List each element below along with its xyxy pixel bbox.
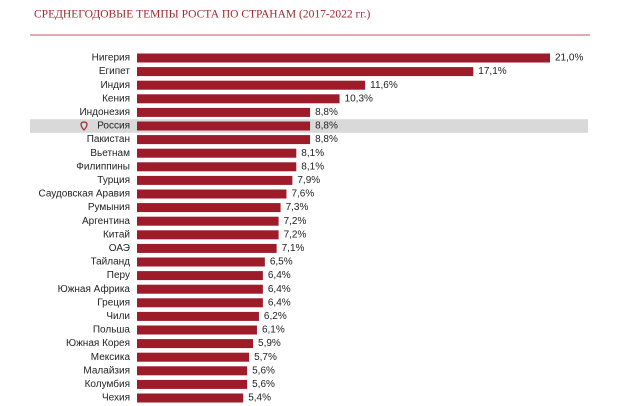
bar <box>137 203 281 213</box>
category-label: Кения <box>102 93 130 104</box>
bar <box>137 107 311 117</box>
category-label: Мексика <box>91 352 131 363</box>
category-label: Вьетнам <box>90 148 130 159</box>
bar <box>137 148 297 158</box>
category-label: Южная Корея <box>66 338 130 349</box>
category-label: Чехия <box>102 393 130 404</box>
category-label: Тайланд <box>90 257 130 268</box>
bar <box>137 339 254 349</box>
bar <box>137 393 244 403</box>
value-label: 21,0% <box>555 53 583 64</box>
location-pin <box>80 121 88 131</box>
category-label: Румыния <box>88 202 130 213</box>
value-label: 10,3% <box>345 93 373 104</box>
value-label: 6,1% <box>262 325 285 336</box>
chart-title: СРЕДНЕГОДОВЫЕ ТЕМПЫ РОСТА ПО СТРАНАМ (20… <box>34 9 371 21</box>
value-label: 5,7% <box>254 352 277 363</box>
category-label: Греция <box>97 297 130 308</box>
category-label: Саудовская Аравия <box>38 189 130 200</box>
value-label: 7,9% <box>297 175 320 186</box>
bar <box>137 67 474 77</box>
category-label: Чили <box>106 311 130 322</box>
bar <box>137 80 366 90</box>
bar <box>137 189 287 199</box>
value-label: 5,6% <box>252 365 275 376</box>
value-label: 6,4% <box>268 284 291 295</box>
value-label: 11,6% <box>370 80 398 91</box>
value-label: 8,8% <box>315 107 338 118</box>
value-label: 5,9% <box>258 338 281 349</box>
category-label: Нигерия <box>92 53 130 64</box>
value-label: 8,1% <box>301 148 324 159</box>
value-label: 6,4% <box>268 297 291 308</box>
bar <box>137 257 265 267</box>
bar <box>137 230 279 240</box>
bar <box>137 366 248 376</box>
value-label: 5,4% <box>248 393 271 404</box>
value-label: 7,1% <box>282 243 305 254</box>
value-label: 7,3% <box>286 202 309 213</box>
category-label: Пакистан <box>87 134 130 145</box>
bar <box>137 53 550 63</box>
bar <box>137 311 259 321</box>
category-label: Малайзия <box>83 365 130 376</box>
value-label: 7,6% <box>291 189 314 200</box>
value-label: 5,6% <box>252 379 275 390</box>
category-label: Китай <box>103 229 130 240</box>
category-label: Аргентина <box>82 216 130 227</box>
category-label: Филиппины <box>76 161 130 172</box>
value-label: 7,2% <box>284 216 307 227</box>
bar <box>137 379 248 389</box>
category-label: Индия <box>100 80 130 91</box>
value-label: 17,1% <box>478 66 506 77</box>
bar <box>137 135 311 145</box>
bar <box>137 284 263 294</box>
category-label: Египет <box>99 66 131 77</box>
category-label: Колумбия <box>85 378 130 390</box>
bar <box>137 352 250 362</box>
category-label: Польша <box>93 325 131 336</box>
bar <box>137 325 257 335</box>
category-label: ОАЭ <box>109 243 130 254</box>
value-label: 8,8% <box>315 134 338 145</box>
bar <box>137 271 263 281</box>
bar <box>137 243 277 253</box>
bar <box>137 94 340 104</box>
category-label: Южная Африка <box>58 283 131 295</box>
bar <box>137 162 297 172</box>
category-label: Россия <box>97 121 130 132</box>
value-label: 6,5% <box>270 257 293 268</box>
category-label: Турция <box>97 175 130 186</box>
bar <box>137 298 263 308</box>
category-label: Перу <box>107 270 130 281</box>
value-label: 6,2% <box>264 311 287 322</box>
category-label: Индонезия <box>79 107 130 118</box>
bar <box>137 216 279 226</box>
bar <box>137 121 311 131</box>
value-label: 8,1% <box>301 161 324 172</box>
value-label: 6,4% <box>268 270 291 281</box>
bar <box>137 175 293 185</box>
value-label: 7,2% <box>284 229 307 240</box>
value-label: 8,8% <box>315 121 338 132</box>
